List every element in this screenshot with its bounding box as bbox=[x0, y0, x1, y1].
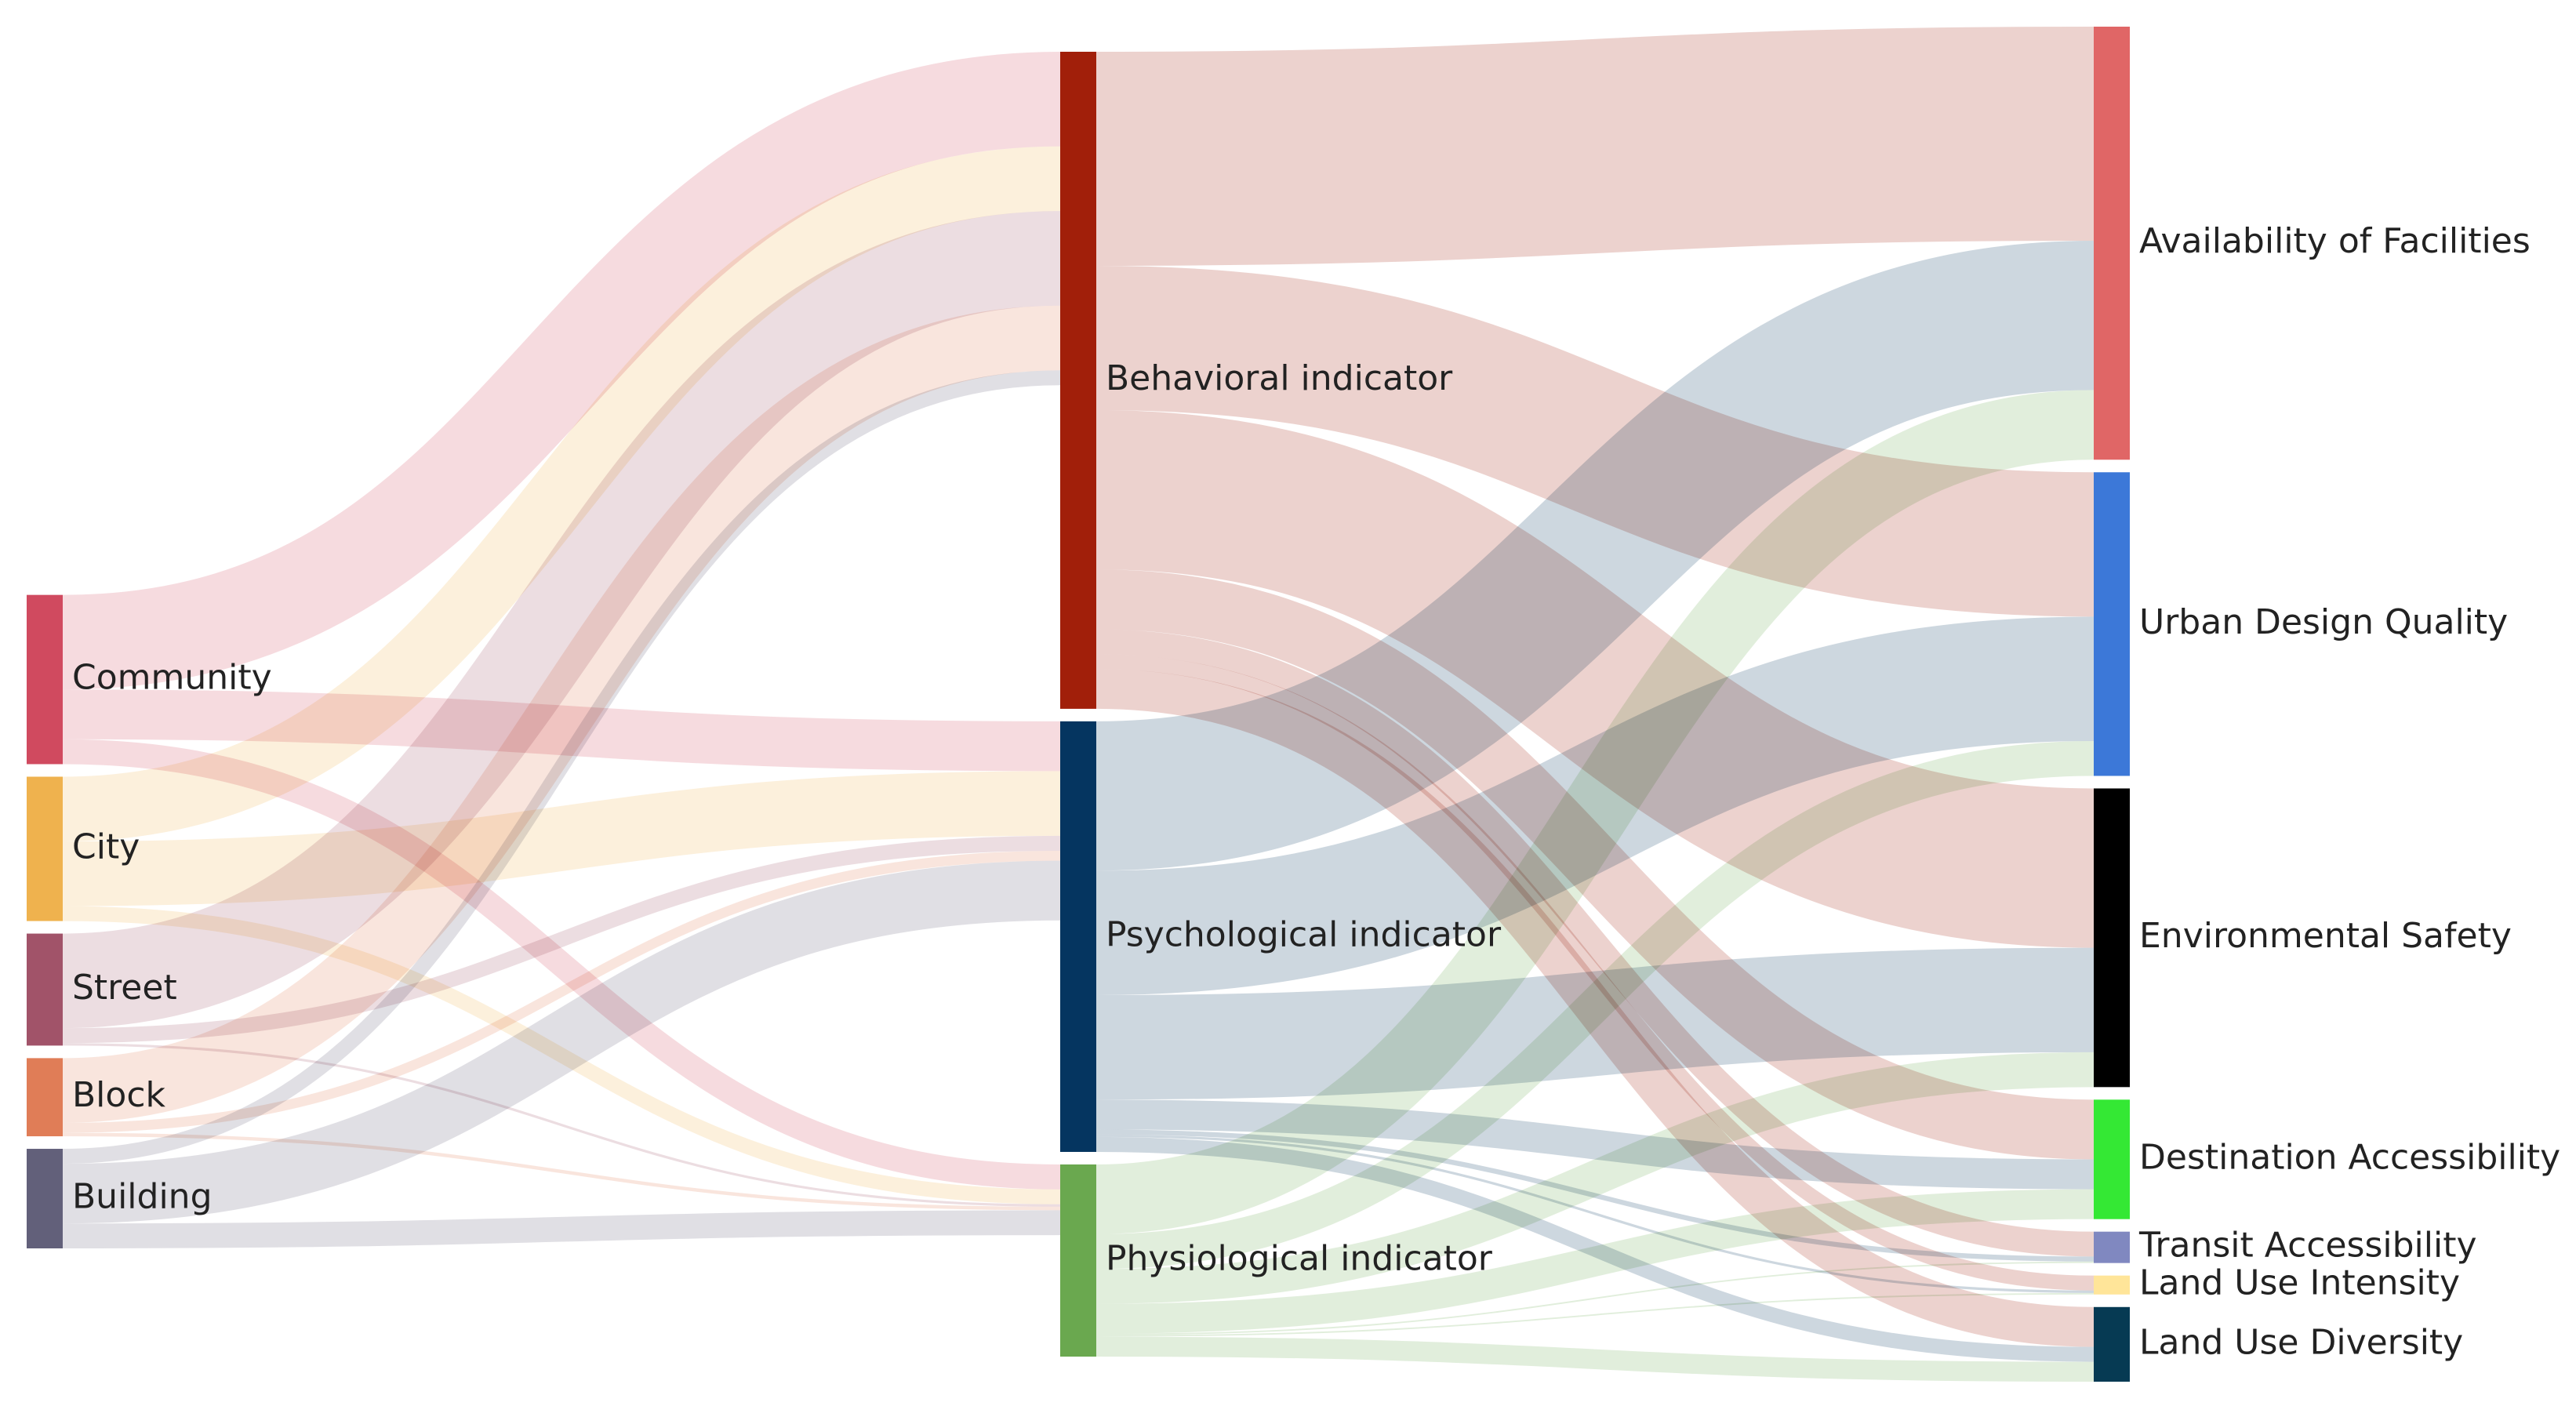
node-facilities bbox=[2094, 27, 2130, 460]
node-city bbox=[27, 776, 63, 921]
node-transit bbox=[2094, 1231, 2130, 1263]
node-group: Community City Street Block Building Behavior… bbox=[27, 27, 2560, 1382]
node-intensity bbox=[2094, 1275, 2130, 1295]
link-physiological-to-destination bbox=[1095, 1189, 2095, 1334]
node-label-physiological: Physiological indicator bbox=[1106, 1238, 1493, 1278]
link-city-to-psychological bbox=[62, 771, 1061, 906]
node-building bbox=[27, 1149, 63, 1248]
link-city-to-behavioral bbox=[62, 146, 1061, 842]
link-building-to-physiological bbox=[62, 1210, 1061, 1248]
link-block-to-physiological bbox=[62, 1132, 1061, 1211]
link-physiological-to-transit bbox=[1095, 1261, 2095, 1335]
node-behavioral bbox=[1060, 52, 1096, 709]
node-label-transit: Transit Accessibility bbox=[2138, 1226, 2476, 1266]
node-label-street: Street bbox=[72, 968, 177, 1008]
node-label-destination: Destination Accessibility bbox=[2139, 1137, 2560, 1177]
node-label-community: Community bbox=[72, 658, 272, 698]
node-label-intensity: Land Use Intensity bbox=[2139, 1263, 2460, 1303]
node-label-design: Urban Design Quality bbox=[2139, 602, 2508, 642]
node-physiological bbox=[1060, 1164, 1096, 1357]
node-community bbox=[27, 594, 63, 765]
node-psychological bbox=[1060, 721, 1096, 1152]
link-street-to-behavioral bbox=[62, 211, 1061, 1029]
node-label-diversity: Land Use Diversity bbox=[2139, 1322, 2463, 1362]
node-destination bbox=[2094, 1099, 2130, 1219]
node-safety bbox=[2094, 788, 2130, 1088]
node-label-city: City bbox=[72, 827, 140, 867]
node-label-facilities: Availability of Facilities bbox=[2139, 221, 2531, 261]
node-block bbox=[27, 1058, 63, 1137]
node-label-psychological: Psychological indicator bbox=[1106, 914, 1502, 954]
link-building-to-behavioral bbox=[62, 370, 1061, 1164]
link-group bbox=[62, 27, 2095, 1382]
node-label-building: Building bbox=[72, 1177, 213, 1217]
link-community-to-behavioral bbox=[62, 51, 1061, 690]
node-design bbox=[2094, 472, 2130, 776]
link-psychological-to-facilities bbox=[1095, 240, 2095, 871]
link-physiological-to-design bbox=[1095, 741, 2095, 1270]
link-behavioral-to-safety bbox=[1095, 410, 2095, 948]
node-label-block: Block bbox=[72, 1075, 166, 1115]
link-behavioral-to-facilities bbox=[1095, 27, 2095, 266]
link-physiological-to-facilities bbox=[1095, 390, 2095, 1234]
link-block-to-behavioral bbox=[62, 305, 1061, 1123]
node-label-behavioral: Behavioral indicator bbox=[1106, 358, 1453, 398]
link-building-to-psychological bbox=[62, 860, 1061, 1224]
node-label-safety: Environmental Safety bbox=[2139, 916, 2512, 956]
node-street bbox=[27, 933, 63, 1046]
link-physiological-to-safety bbox=[1095, 1052, 2095, 1304]
link-physiological-to-intensity bbox=[1095, 1292, 2095, 1337]
link-physiological-to-diversity bbox=[1095, 1336, 2095, 1382]
link-behavioral-to-design bbox=[1095, 265, 2095, 617]
node-diversity bbox=[2094, 1306, 2130, 1382]
